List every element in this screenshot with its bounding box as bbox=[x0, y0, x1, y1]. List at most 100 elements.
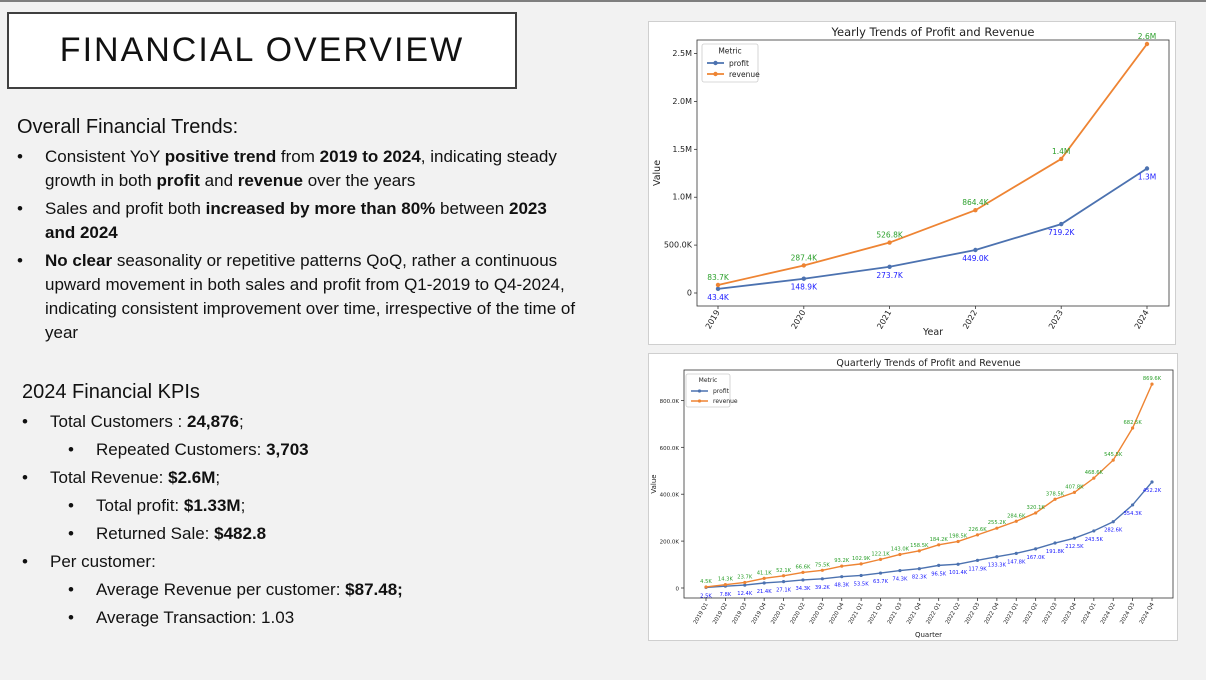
y-axis-label: Value bbox=[650, 474, 658, 493]
trends-bullet-list: Consistent YoY positive trend from 2019 … bbox=[17, 145, 577, 345]
emphasis-text: positive trend bbox=[164, 147, 277, 166]
x-tick-label: 2024 Q3 bbox=[1119, 602, 1136, 626]
legend-label-profit: profit bbox=[713, 388, 730, 395]
top-border bbox=[0, 0, 1206, 2]
data-point-revenue bbox=[1111, 458, 1115, 462]
data-label-revenue: 545.5K bbox=[1104, 452, 1123, 458]
body-text: and bbox=[199, 171, 238, 190]
body-text: seasonality or repetitive patterns QoQ, … bbox=[45, 251, 576, 342]
x-tick-label: 2022 Q3 bbox=[964, 602, 981, 626]
data-point-profit bbox=[743, 583, 747, 587]
emphasis-text: $1.33M bbox=[183, 496, 241, 515]
data-label-revenue: 184.2K bbox=[930, 537, 949, 543]
yearly-trends-chart: Yearly Trends of Profit and Revenue 0 500.… bbox=[652, 25, 1170, 338]
data-point-revenue bbox=[1053, 497, 1057, 501]
x-tick-label: 2019 Q1 bbox=[693, 602, 710, 625]
body-text: Total Revenue: bbox=[50, 468, 169, 487]
x-tick-label: 2023 Q1 bbox=[1003, 602, 1020, 625]
data-label-profit: 34.3K bbox=[795, 586, 811, 592]
data-label-revenue: 75.5K bbox=[815, 562, 831, 568]
y-tick-label: 0 bbox=[687, 289, 692, 298]
x-tick-label: 2020 Q1 bbox=[770, 602, 787, 625]
data-point-revenue bbox=[840, 564, 844, 568]
data-point-profit bbox=[1144, 166, 1150, 171]
kpi-subitem: Returned Sale: $482.8 bbox=[22, 520, 582, 548]
trend-bullet: No clear seasonality or repetitive patte… bbox=[17, 249, 577, 345]
x-axis-label: Year bbox=[922, 327, 943, 338]
data-point-revenue bbox=[1059, 156, 1064, 162]
y-tick-label: 1.5M bbox=[672, 145, 692, 154]
kpi-item: Per customer: bbox=[22, 548, 582, 576]
data-label-profit: 82.3K bbox=[912, 575, 928, 581]
kpi-list: Total Customers : 24,876; Repeated Custom… bbox=[22, 408, 582, 632]
data-label-revenue: 41.1K bbox=[757, 570, 773, 576]
body-text: Repeated Customers: bbox=[96, 440, 267, 459]
data-label-profit: 43.4K bbox=[707, 293, 730, 302]
emphasis-text: $2.6M bbox=[168, 468, 216, 487]
data-label-profit: 21.4K bbox=[757, 589, 773, 595]
body-text: ; bbox=[240, 496, 246, 515]
kpi-item: Total Customers : 24,876; bbox=[22, 408, 582, 436]
kpi-item: Total Revenue: $2.6M; bbox=[22, 464, 582, 492]
x-tick-label: 2022 bbox=[961, 309, 979, 331]
x-tick-label: 2019 Q2 bbox=[712, 602, 729, 625]
body-text: Sales and profit both bbox=[45, 199, 206, 218]
data-point-revenue bbox=[1014, 519, 1018, 523]
y-tick-label: 1.0M bbox=[672, 193, 692, 202]
data-label-profit: 452.2K bbox=[1143, 488, 1162, 494]
data-point-revenue bbox=[975, 533, 980, 537]
data-point-revenue bbox=[1072, 490, 1077, 494]
body-text: Total Customers : bbox=[50, 412, 187, 431]
data-label-profit: 148.9K bbox=[791, 283, 818, 292]
data-point-revenue bbox=[995, 526, 999, 530]
kpi-subitem: Total profit: $1.33M; bbox=[22, 492, 582, 520]
data-label-revenue: 407.8K bbox=[1065, 484, 1084, 490]
x-tick-label: 2024 bbox=[1133, 309, 1151, 331]
data-point-revenue bbox=[1092, 476, 1096, 480]
slide-title: FINANCIAL OVERVIEW bbox=[59, 31, 465, 69]
data-point-profit bbox=[1014, 551, 1018, 555]
data-label-profit: 191.8K bbox=[1046, 549, 1065, 555]
data-point-revenue bbox=[878, 557, 883, 561]
data-label-revenue: 122.1K bbox=[871, 551, 890, 557]
data-label-profit: 282.6K bbox=[1104, 528, 1123, 534]
data-label-revenue: 468.6K bbox=[1085, 470, 1104, 476]
body-text: ; bbox=[215, 468, 221, 487]
data-label-revenue: 158.5K bbox=[910, 543, 929, 549]
series-line-revenue bbox=[705, 383, 1153, 588]
data-point-profit bbox=[820, 577, 824, 581]
data-point-revenue bbox=[704, 585, 708, 589]
legend-marker-revenue bbox=[697, 399, 702, 403]
data-label-profit: 243.5K bbox=[1085, 537, 1104, 543]
legend-marker-profit bbox=[713, 60, 718, 66]
x-tick-label: 2021 Q1 bbox=[848, 602, 865, 625]
x-tick-label: 2022 Q4 bbox=[984, 602, 1001, 626]
data-label-profit: 354.3K bbox=[1123, 511, 1142, 517]
x-tick-label: 2020 bbox=[790, 309, 808, 331]
data-label-revenue: 198.5K bbox=[949, 533, 968, 539]
data-label-profit: 117.9K bbox=[968, 566, 987, 572]
body-text: , indicating steady growth in both bbox=[45, 147, 557, 190]
x-tick-label: 2019 Q3 bbox=[732, 602, 749, 626]
data-label-profit: 133.3K bbox=[988, 563, 1007, 569]
data-point-revenue bbox=[937, 543, 941, 547]
emphasis-text: 24,876 bbox=[187, 412, 239, 431]
legend-marker-revenue bbox=[713, 71, 718, 77]
data-point-revenue bbox=[956, 539, 960, 544]
data-label-revenue: 287.4K bbox=[791, 253, 818, 262]
data-point-profit bbox=[898, 568, 902, 573]
data-label-revenue: 23.7K bbox=[737, 574, 753, 580]
data-point-revenue bbox=[859, 562, 863, 566]
plot-frame bbox=[683, 369, 1174, 599]
data-point-revenue bbox=[887, 240, 892, 245]
data-point-revenue bbox=[743, 580, 747, 585]
data-point-profit bbox=[878, 571, 883, 575]
data-point-profit bbox=[781, 580, 786, 584]
data-label-revenue: 864.4K bbox=[962, 198, 989, 207]
x-tick-label: 2024 Q4 bbox=[1139, 602, 1156, 626]
x-tick-label: 2024 Q2 bbox=[1100, 602, 1117, 625]
data-point-profit bbox=[801, 578, 805, 582]
body-text: Average Transaction: 1.03 bbox=[96, 608, 295, 627]
data-point-revenue bbox=[762, 576, 766, 580]
data-point-revenue bbox=[898, 552, 902, 557]
